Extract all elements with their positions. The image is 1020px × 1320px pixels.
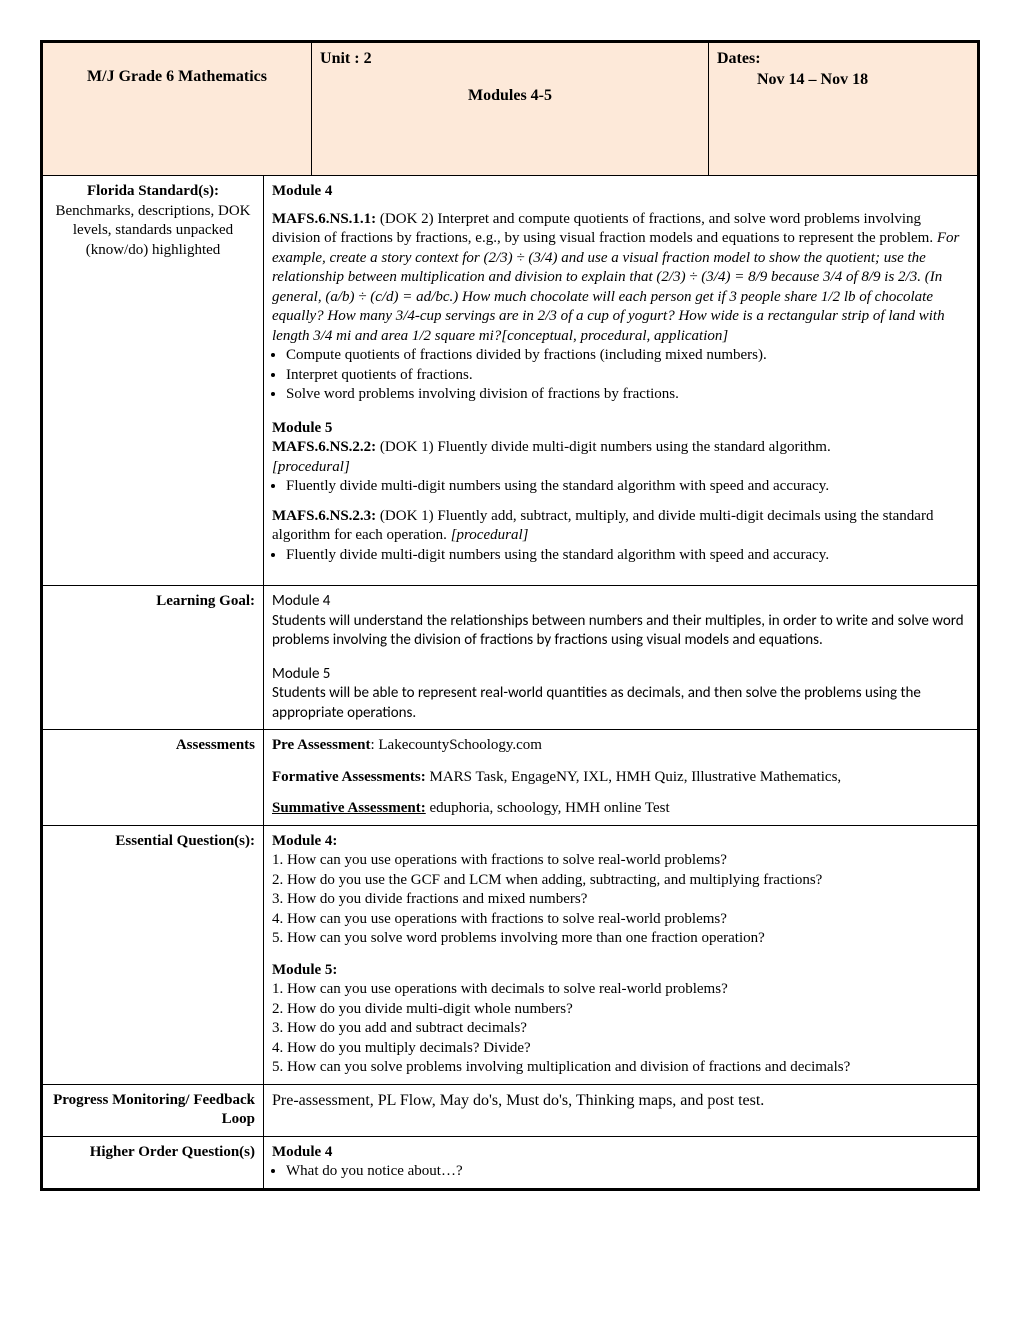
eq-m5-2: 2. How do you divide multi-digit whole n…: [272, 1000, 969, 1020]
ho-mod4-title: Module 4: [272, 1143, 969, 1163]
formative-text: MARS Task, EngageNY, IXL, HMH Quiz, Illu…: [426, 769, 841, 785]
mafs2-code: MAFS.6.NS.2.2:: [272, 439, 376, 455]
progress-row: Progress Monitoring/ Feedback Loop Pre-a…: [42, 1084, 979, 1136]
formative-label: Formative Assessments:: [272, 769, 426, 785]
higher-order-row: Higher Order Question(s) Module 4 What d…: [42, 1136, 979, 1189]
eq-mod4-title: Module 4:: [272, 832, 969, 852]
pre-assess-label: Pre Assessment: [272, 737, 370, 753]
lg-mod4-text: Students will understand the relationshi…: [272, 612, 969, 651]
header-unit-cell: Unit : 2 Modules 4-5: [312, 42, 709, 176]
ho-b1: What do you notice about…?: [286, 1162, 969, 1182]
mafs2-italic: [procedural]: [272, 459, 350, 475]
mafs2-bullets: Fluently divide multi-digit numbers usin…: [272, 477, 969, 497]
eq-m5-3: 3. How do you add and subtract decimals?: [272, 1019, 969, 1039]
dates-value: Nov 14 – Nov 18: [757, 71, 868, 88]
lg-mod5-text: Students will be able to represent real-…: [272, 684, 969, 723]
mafs3-b1: Fluently divide multi-digit numbers usin…: [286, 546, 969, 566]
standards-content: Module 4 MAFS.6.NS.1.1: (DOK 2) Interpre…: [264, 176, 979, 586]
standards-label-cell: Florida Standard(s): Benchmarks, descrip…: [42, 176, 264, 586]
header-title-cell: M/J Grade 6 Mathematics: [42, 42, 312, 176]
mafs3-bullets: Fluently divide multi-digit numbers usin…: [272, 546, 969, 566]
module4-heading: Module 4: [272, 182, 969, 202]
course-title: M/J Grade 6 Mathematics: [87, 68, 267, 85]
header-dates-cell: Dates: Nov 14 – Nov 18: [709, 42, 979, 176]
standards-label: Florida Standard(s):: [87, 183, 219, 199]
mafs1-b3: Solve word problems involving division o…: [286, 385, 969, 405]
mafs1-bullets: Compute quotients of fractions divided b…: [272, 346, 969, 405]
assessments-content: Pre Assessment: LakecountySchoology.com …: [264, 730, 979, 826]
mafs2-b1: Fluently divide multi-digit numbers usin…: [286, 477, 969, 497]
eq-m4-5: 5. How can you solve word problems invol…: [272, 929, 969, 949]
learning-goal-content: Module 4 Students will understand the re…: [264, 586, 979, 730]
modules-label: Modules 4-5: [468, 87, 552, 104]
standards-sub: Benchmarks, descriptions, DOK levels, st…: [51, 202, 255, 261]
mafs1-italic: For example, create a story context for …: [272, 230, 959, 344]
assessments-row: Assessments Pre Assessment: LakecountySc…: [42, 730, 979, 826]
lg-mod5-title: Module 5: [272, 665, 969, 685]
pre-assess-text: : LakecountySchoology.com: [370, 737, 542, 753]
assessments-label: Assessments: [42, 730, 264, 826]
unit-label: Unit : 2: [320, 50, 372, 67]
mafs1-b1: Compute quotients of fractions divided b…: [286, 346, 969, 366]
essential-row: Essential Question(s): Module 4: 1. How …: [42, 825, 979, 1084]
mafs3-code: MAFS.6.NS.2.3:: [272, 508, 376, 524]
summative-text: eduphoria, schoology, HMH online Test: [426, 800, 670, 816]
eq-m4-4: 4. How can you use operations with fract…: [272, 910, 969, 930]
mafs3-italic: [procedural]: [451, 527, 529, 543]
eq-mod5-title: Module 5:: [272, 961, 969, 981]
higher-order-content: Module 4 What do you notice about…?: [264, 1136, 979, 1189]
ho-bullets: What do you notice about…?: [272, 1162, 969, 1182]
summative-label: Summative Assessment:: [272, 800, 426, 816]
higher-order-label: Higher Order Question(s): [42, 1136, 264, 1189]
lg-mod4-title: Module 4: [272, 592, 969, 612]
learning-goal-label: Learning Goal:: [42, 586, 264, 730]
header-row: M/J Grade 6 Mathematics Unit : 2 Modules…: [42, 42, 979, 176]
essential-content: Module 4: 1. How can you use operations …: [264, 825, 979, 1084]
eq-m5-4: 4. How do you multiply decimals? Divide?: [272, 1039, 969, 1059]
progress-label: Progress Monitoring/ Feedback Loop: [42, 1084, 264, 1136]
module5-heading: Module 5: [272, 419, 969, 439]
dates-label: Dates:: [717, 50, 761, 67]
progress-content: Pre-assessment, PL Flow, May do's, Must …: [264, 1084, 979, 1136]
standards-row: Florida Standard(s): Benchmarks, descrip…: [42, 176, 979, 586]
progress-text: Pre-assessment, PL Flow, May do's, Must …: [272, 1092, 764, 1109]
eq-m5-5: 5. How can you solve problems involving …: [272, 1058, 969, 1078]
mafs1-b2: Interpret quotients of fractions.: [286, 366, 969, 386]
mafs2-text: (DOK 1) Fluently divide multi-digit numb…: [376, 439, 831, 455]
lesson-plan-table: M/J Grade 6 Mathematics Unit : 2 Modules…: [40, 40, 980, 1191]
learning-goal-row: Learning Goal: Module 4 Students will un…: [42, 586, 979, 730]
mafs1-code: MAFS.6.NS.1.1:: [272, 211, 376, 227]
essential-label: Essential Question(s):: [42, 825, 264, 1084]
eq-m4-1: 1. How can you use operations with fract…: [272, 851, 969, 871]
eq-m4-3: 3. How do you divide fractions and mixed…: [272, 890, 969, 910]
eq-m4-2: 2. How do you use the GCF and LCM when a…: [272, 871, 969, 891]
eq-m5-1: 1. How can you use operations with decim…: [272, 980, 969, 1000]
